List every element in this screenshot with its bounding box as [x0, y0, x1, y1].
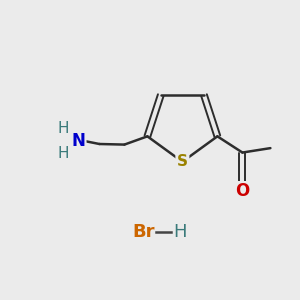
Text: Br: Br	[133, 224, 155, 242]
Text: O: O	[235, 182, 250, 200]
Text: H: H	[173, 224, 187, 242]
Text: H: H	[58, 121, 69, 136]
Text: S: S	[177, 154, 188, 169]
Text: H: H	[58, 146, 69, 161]
Text: N: N	[72, 132, 86, 150]
